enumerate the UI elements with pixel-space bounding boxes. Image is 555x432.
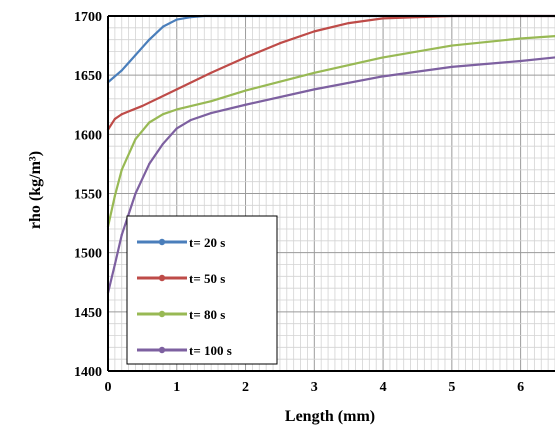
data-point — [113, 117, 116, 121]
legend-label: t= 100 s — [189, 343, 232, 358]
legend-label: t= 50 s — [189, 271, 225, 286]
legend-item: t= 50 s — [137, 271, 225, 286]
data-point — [210, 71, 213, 74]
legend-item: t= 100 s — [137, 343, 232, 358]
legend-marker — [158, 346, 166, 354]
legend-marker — [158, 274, 166, 282]
data-point — [134, 137, 137, 141]
data-point — [210, 100, 213, 103]
legend-item: t= 80 s — [137, 307, 225, 322]
legend: t= 20 s t= 50 s t= 80 s t= 100 s — [126, 215, 278, 365]
data-point — [381, 17, 385, 20]
y-axis-title: rho (kg/m³) — [27, 151, 44, 229]
data-point — [244, 103, 247, 106]
data-point — [175, 127, 178, 130]
legend-label: t= 80 s — [189, 307, 225, 322]
y-axis-ticks: 1400 1450 1500 1550 1600 1650 1700 — [74, 10, 102, 380]
x-tick-label: 3 — [311, 380, 318, 395]
data-point — [120, 233, 123, 237]
data-point — [134, 53, 137, 57]
x-axis-title: Length (mm) — [285, 408, 375, 425]
x-axis-ticks: 0 1 2 3 4 5 6 — [105, 380, 525, 395]
data-point — [148, 162, 151, 166]
data-point — [141, 104, 144, 108]
data-point — [189, 119, 192, 122]
data-point — [210, 111, 213, 115]
legend-item: t= 20 s — [137, 235, 225, 250]
data-point — [278, 42, 282, 45]
x-tick-label: 2 — [242, 380, 249, 395]
data-point — [347, 22, 350, 25]
data-point — [313, 88, 316, 91]
data-point — [519, 37, 522, 40]
data-point — [113, 263, 116, 266]
data-point — [381, 56, 385, 59]
data-point — [120, 69, 123, 72]
data-point — [175, 108, 178, 111]
y-tick-label: 1450 — [74, 306, 102, 321]
data-point — [519, 59, 522, 63]
legend-marker — [158, 238, 166, 246]
data-point — [381, 75, 385, 78]
y-tick-label: 1550 — [74, 188, 102, 203]
y-tick-label: 1700 — [74, 10, 102, 25]
data-point — [161, 142, 165, 145]
y-tick-label: 1650 — [74, 69, 102, 84]
x-tick-label: 6 — [517, 380, 524, 395]
data-point — [313, 71, 316, 74]
y-tick-label: 1600 — [74, 128, 102, 143]
data-point — [313, 30, 316, 33]
data-point — [134, 192, 137, 195]
x-tick-label: 0 — [105, 380, 112, 395]
data-point — [161, 25, 165, 28]
x-tick-label: 5 — [448, 380, 455, 395]
data-point — [120, 113, 123, 116]
y-tick-label: 1500 — [74, 247, 102, 262]
x-tick-label: 1 — [173, 380, 180, 395]
series-line — [106, 35, 555, 227]
data-point — [175, 18, 178, 21]
plot-frame — [107, 15, 555, 372]
data-point — [120, 168, 123, 171]
data-point — [113, 194, 116, 197]
x-tick-label: 4 — [380, 380, 387, 395]
data-point — [244, 56, 247, 59]
data-point — [175, 88, 178, 91]
data-point — [450, 44, 453, 47]
series-3 — [106, 35, 555, 228]
y-tick-label: 1400 — [74, 365, 102, 380]
data-point — [244, 89, 247, 92]
legend-label: t= 20 s — [189, 235, 225, 250]
data-point — [148, 38, 151, 41]
data-point — [161, 113, 165, 116]
data-point — [450, 65, 453, 68]
data-point — [148, 121, 151, 124]
legend-marker — [158, 310, 166, 318]
